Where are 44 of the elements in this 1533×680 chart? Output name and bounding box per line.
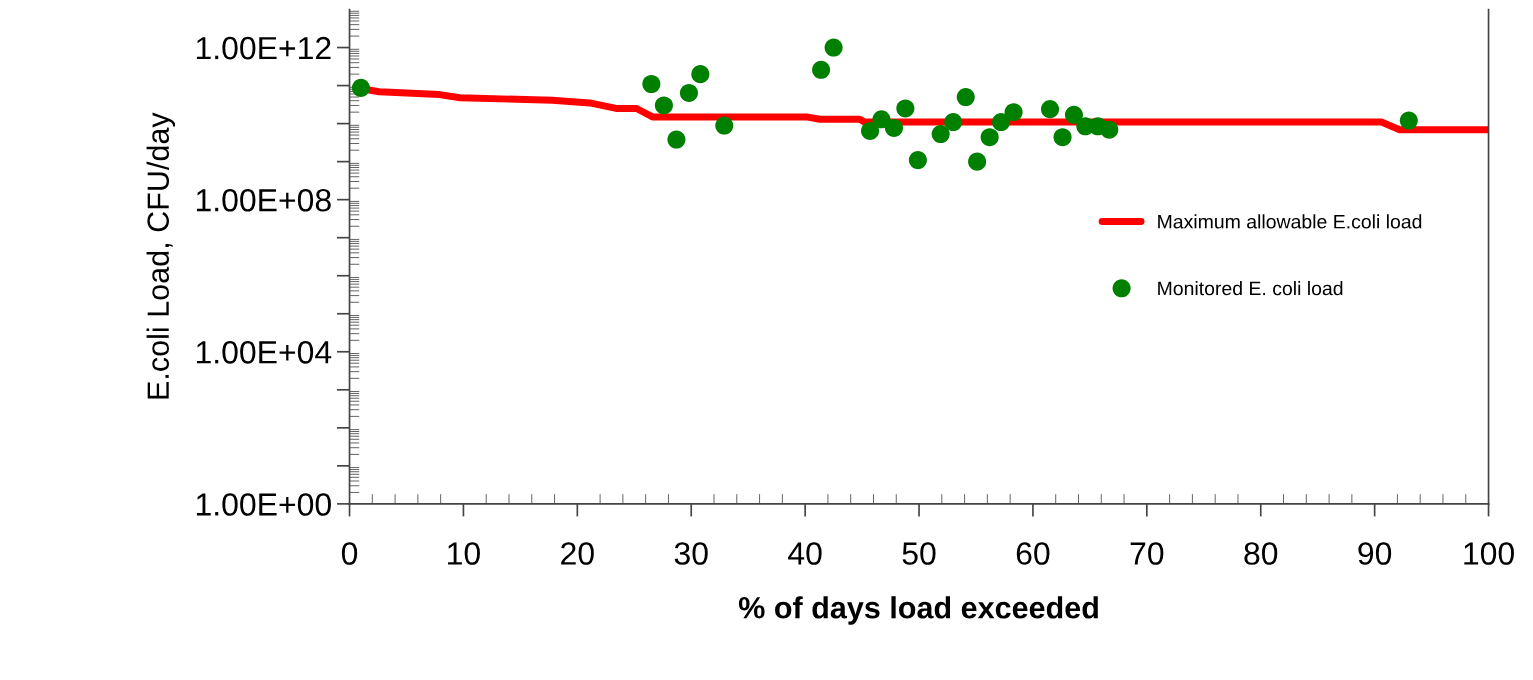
point [931, 125, 950, 144]
y-tick-label: 1.00E+12 [196, 36, 331, 60]
legend-label: Monitored E. coli load [1158, 281, 1343, 296]
point [884, 118, 903, 137]
y-tick-label: 1.00E+04 [196, 341, 332, 364]
y-tick-label: 1.00E+00 [196, 493, 331, 516]
point [679, 83, 698, 102]
y-tick-label: 1.00E+08 [196, 188, 331, 212]
point [824, 38, 843, 57]
legend-label: Maximum allowable E.coli load [1158, 214, 1422, 229]
x-tick-label: 100 [1464, 542, 1514, 565]
x-tick-label: 90 [1358, 542, 1392, 565]
point [944, 113, 963, 132]
point [992, 113, 1011, 132]
y-axis-title: E.coli Load, CFU/day [146, 112, 176, 399]
point [642, 74, 661, 94]
point [980, 128, 999, 147]
x-tick-label: 0 [341, 542, 358, 565]
point [654, 96, 673, 115]
x-tick-label: 60 [1016, 542, 1050, 565]
x-tick-label: 50 [902, 542, 936, 565]
point [1399, 111, 1418, 130]
point [1053, 128, 1072, 147]
point [812, 60, 831, 79]
x-tick-label: 70 [1130, 542, 1164, 565]
point [1004, 103, 1023, 122]
point [861, 121, 880, 140]
x-axis-title: % of days load exceeded [738, 596, 1098, 625]
point [968, 152, 987, 171]
point [1100, 120, 1119, 139]
x-tick-label: 10 [448, 542, 480, 565]
point [715, 116, 734, 135]
x-tick-label: 20 [561, 542, 594, 565]
point [872, 110, 891, 129]
point [908, 151, 927, 170]
point [896, 99, 915, 118]
x-tick-label: 30 [674, 542, 708, 565]
point [1040, 100, 1060, 119]
point [1064, 105, 1083, 124]
point [667, 130, 686, 149]
x-tick-label: 40 [788, 542, 822, 565]
point [691, 65, 710, 84]
point [956, 88, 975, 107]
x-tick-label: 80 [1244, 542, 1278, 565]
